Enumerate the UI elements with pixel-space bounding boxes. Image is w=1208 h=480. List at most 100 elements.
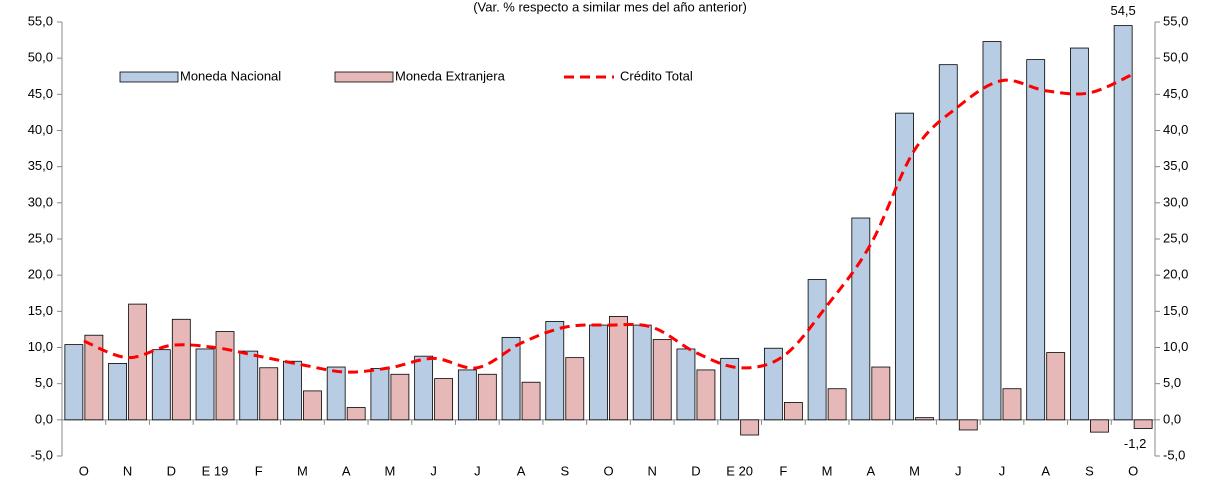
y-tick-label: 40,0 [28, 122, 53, 137]
bar [958, 419, 978, 431]
x-tick-label: E 20 [726, 463, 753, 478]
legend-label: Moneda Nacional [180, 68, 281, 83]
x-tick-label: J [955, 463, 962, 478]
bar [632, 324, 652, 421]
bar [676, 348, 696, 421]
x-tick-label: D [167, 463, 176, 478]
bar [64, 344, 84, 421]
x-tick-label: O [603, 463, 613, 478]
y2-tick-label: 55,0 [1163, 13, 1188, 28]
y-tick-label: 35,0 [28, 158, 53, 173]
bar [851, 217, 871, 421]
data-label: -1,2 [1124, 436, 1146, 451]
bar [565, 357, 585, 421]
bar [895, 112, 914, 421]
legend-label: Crédito Total [620, 68, 693, 83]
x-tick-label: N [123, 463, 132, 478]
y2-tick-label: 15,0 [1163, 303, 1188, 318]
bar [1046, 352, 1066, 421]
x-tick-label: D [691, 463, 700, 478]
bar [763, 347, 783, 421]
x-tick-label: J [999, 463, 1006, 478]
bar [239, 350, 259, 421]
y2-tick-label: -5,0 [1163, 447, 1185, 462]
bar [589, 324, 608, 421]
y2-tick-label: 0,0 [1163, 411, 1181, 426]
y-tick-label: 30,0 [28, 194, 53, 209]
y2-tick-label: 40,0 [1163, 122, 1188, 137]
bar [151, 349, 171, 421]
bar [259, 367, 279, 421]
bar [1070, 47, 1089, 421]
bar [696, 369, 716, 421]
bar [783, 402, 803, 421]
legend-swatch [119, 71, 179, 83]
y-tick-label: 50,0 [28, 50, 53, 65]
bar [283, 360, 302, 421]
bar [477, 373, 497, 421]
bar [346, 407, 366, 421]
bar [326, 366, 346, 421]
data-label: 54,5 [1110, 3, 1135, 18]
x-tick-label: F [779, 463, 787, 478]
bar [521, 381, 541, 421]
bar [171, 318, 191, 421]
x-tick-label: E 19 [202, 463, 229, 478]
y-tick-label: 10,0 [28, 339, 53, 354]
bar [434, 378, 454, 421]
bar [108, 363, 127, 421]
y2-tick-label: 20,0 [1163, 267, 1188, 282]
bar [303, 390, 322, 421]
bar [915, 417, 934, 421]
y2-tick-label: 50,0 [1163, 50, 1188, 65]
y2-tick-label: 10,0 [1163, 339, 1188, 354]
x-tick-label: A [342, 463, 351, 478]
y2-tick-label: 35,0 [1163, 158, 1188, 173]
bar [545, 321, 565, 421]
bar [128, 303, 147, 421]
bar [982, 41, 1002, 421]
x-tick-label: A [517, 463, 526, 478]
bar [740, 419, 760, 436]
bar [370, 368, 390, 421]
bar [871, 366, 891, 421]
bar [1026, 59, 1046, 421]
bar [652, 339, 672, 421]
x-tick-label: O [1128, 463, 1138, 478]
y2-tick-label: 45,0 [1163, 86, 1188, 101]
bar [390, 373, 410, 421]
bar [609, 315, 628, 421]
x-tick-label: M [384, 463, 395, 478]
x-tick-label: M [909, 463, 920, 478]
y2-tick-label: 25,0 [1163, 230, 1188, 245]
x-tick-label: J [430, 463, 437, 478]
bar [938, 64, 958, 421]
x-tick-label: S [560, 463, 569, 478]
bar [1133, 419, 1153, 429]
x-tick-label: A [866, 463, 875, 478]
x-tick-label: M [297, 463, 308, 478]
y-tick-label: 45,0 [28, 86, 53, 101]
chart-subtitle: (Var. % respecto a similar mes del año a… [473, 0, 747, 14]
legend-swatch [334, 71, 394, 83]
x-tick-label: J [474, 463, 481, 478]
y-tick-label: 25,0 [28, 230, 53, 245]
y-tick-label: 55,0 [28, 13, 53, 28]
bar [501, 336, 521, 421]
y-tick-label: 20,0 [28, 267, 53, 282]
bar [195, 348, 215, 421]
bar [1113, 25, 1133, 421]
bar [720, 357, 740, 421]
y2-tick-label: 30,0 [1163, 194, 1188, 209]
bar [827, 388, 847, 421]
legend-label: Moneda Extranjera [395, 68, 506, 83]
bar [1090, 419, 1109, 433]
x-tick-label: M [822, 463, 833, 478]
y-tick-label: -5,0 [31, 447, 53, 462]
x-tick-label: F [255, 463, 263, 478]
y-tick-label: 5,0 [35, 375, 53, 390]
line [83, 72, 1134, 374]
x-tick-label: S [1085, 463, 1094, 478]
y2-tick-label: 5,0 [1163, 375, 1181, 390]
